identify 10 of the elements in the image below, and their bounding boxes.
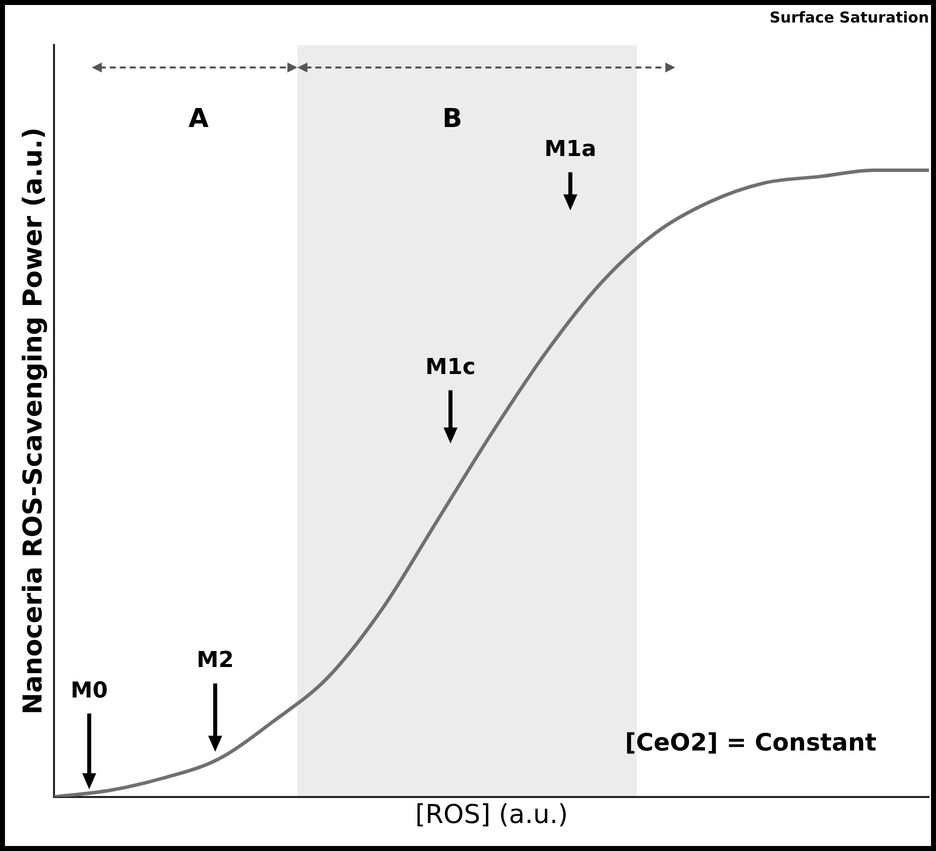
- annotation: M1c: [425, 354, 476, 380]
- annotation: M0: [70, 678, 108, 704]
- text: B: [442, 104, 462, 134]
- text: M1a: [544, 136, 596, 162]
- y-axis-title: Nanoceria ROS-Scavenging Power (a.u.): [18, 127, 48, 714]
- text: Surface Saturation: [770, 8, 929, 27]
- x-axis-title: [ROS] (a.u.): [415, 800, 568, 830]
- annotation: [CeO2] = Constant: [625, 728, 877, 756]
- annotation: M2: [196, 648, 234, 674]
- text: A: [188, 104, 209, 134]
